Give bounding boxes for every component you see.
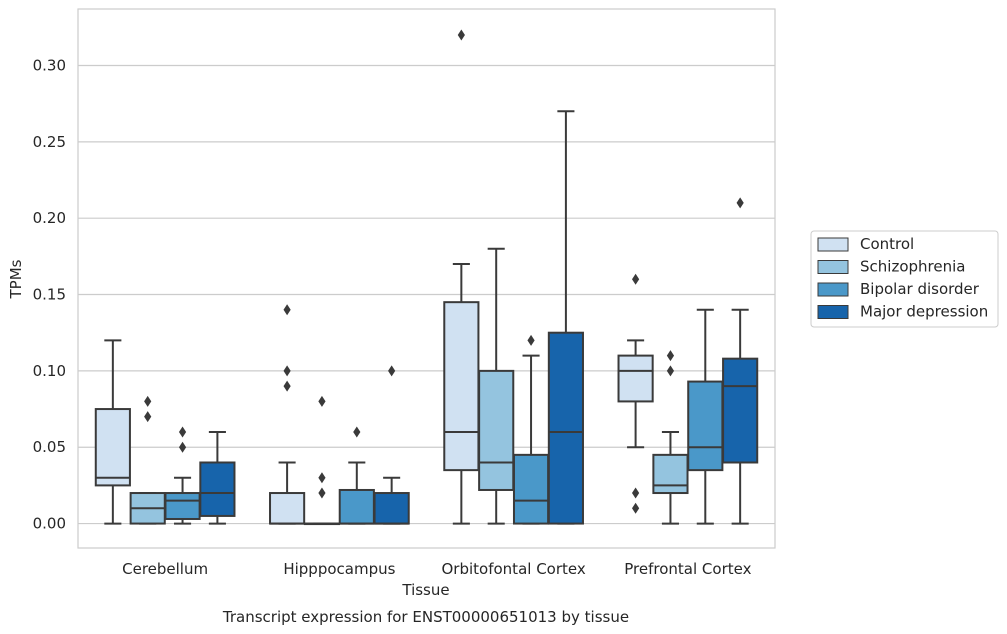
box-body (652, 453, 689, 495)
box-body (478, 369, 515, 491)
box-bipolar-disorder (338, 426, 375, 525)
box-control (443, 29, 480, 525)
legend-swatch (817, 237, 849, 252)
outlier-point (666, 365, 675, 377)
legend-swatch (817, 305, 849, 319)
box-body (269, 492, 306, 525)
outlier-point (318, 395, 326, 407)
box-major-depression (373, 365, 410, 525)
y-tick-label: 0.00 (33, 515, 66, 533)
outlier-point (632, 487, 640, 499)
y-tick-labels: 0.00 0.05 0.10 0.15 0.20 0.25 0.30 (33, 56, 66, 532)
outlier-point (632, 273, 640, 285)
legend-label: Bipolar disorder (860, 280, 980, 298)
box-body (547, 331, 584, 525)
legend-label: Control (860, 235, 914, 253)
box-body (443, 301, 480, 472)
y-tick-label: 0.20 (33, 209, 66, 227)
box-schizophrenia (478, 247, 515, 525)
x-tick-label: Hipppocampus (283, 560, 395, 578)
boxplots (94, 29, 759, 526)
outlier-point (318, 487, 326, 499)
outlier-point (353, 426, 361, 438)
box-schizophrenia (129, 395, 166, 525)
x-tick-label: Orbitofontal Cortex (442, 560, 586, 578)
y-axis-label: TPMs (7, 259, 25, 299)
box-body (199, 461, 236, 517)
outlier-point (178, 441, 187, 453)
grid-lines (78, 64, 775, 525)
box-body (617, 354, 654, 403)
outlier-point (283, 304, 291, 316)
box-major-depression (199, 430, 236, 525)
outlier-point (527, 334, 535, 346)
box-body (338, 488, 375, 525)
outlier-point (632, 502, 640, 514)
box-major-depression (547, 110, 584, 525)
x-tick-labels: Cerebellum Hipppocampus Orbitofontal Corte… (122, 560, 751, 578)
x-axis-label: Tissue (401, 581, 449, 599)
box-schizophrenia (652, 350, 689, 525)
outlier-point (144, 395, 152, 407)
outlier-point (666, 350, 675, 362)
box-body (164, 492, 201, 520)
x-tick-label: Prefrontal Cortex (624, 560, 751, 578)
y-tick-label: 0.10 (33, 362, 66, 380)
box-bipolar-disorder (164, 426, 201, 525)
box-control (269, 304, 306, 525)
y-tick-label: 0.15 (33, 286, 66, 304)
box-body (373, 492, 410, 525)
box-major-depression (722, 197, 759, 525)
legend-swatch (817, 282, 849, 297)
legend-swatch (817, 260, 849, 274)
box-body (94, 408, 131, 487)
box-body (512, 453, 550, 525)
legend-label: Schizophrenia (860, 258, 965, 276)
y-tick-label: 0.30 (33, 56, 66, 74)
outlier-point (388, 365, 396, 377)
box-body (722, 357, 759, 464)
legend-frame (810, 230, 999, 328)
x-tick-label: Cerebellum (122, 560, 208, 578)
outlier-point (318, 472, 326, 484)
box-body (687, 380, 724, 472)
legend-label: Major depression (860, 303, 988, 321)
y-tick-label: 0.05 (33, 438, 66, 456)
chart-title: Transcript expression for ENST0000065101… (222, 608, 629, 626)
y-tick-label: 0.25 (33, 133, 66, 151)
legend: Control Schizophrenia Bipolar disorder Majo… (810, 230, 999, 328)
outlier-point (283, 380, 291, 392)
outlier-point (736, 197, 744, 209)
outlier-point (283, 365, 291, 377)
box-bipolar-disorder (687, 308, 724, 525)
plot-area (77, 8, 776, 549)
outlier-point (144, 411, 152, 423)
outlier-point (178, 426, 187, 438)
box-control (617, 273, 654, 514)
outlier-point (457, 29, 465, 41)
box-bipolar-disorder (512, 334, 550, 525)
box-control (94, 339, 131, 525)
